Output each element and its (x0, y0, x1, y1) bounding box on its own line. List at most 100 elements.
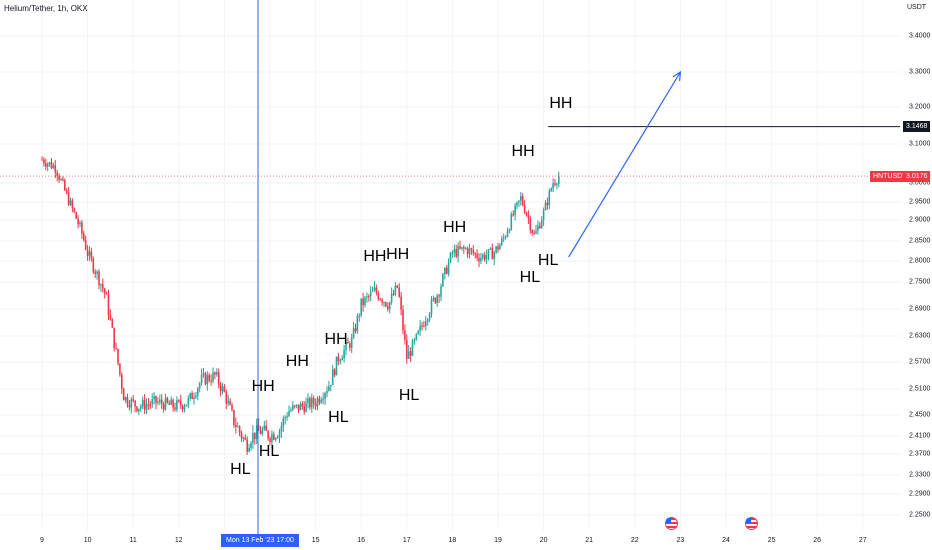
candle-body (366, 296, 368, 298)
candle-body (305, 402, 307, 412)
price-tick-label: 3.3000 (909, 68, 931, 76)
price-tick-label: 2.8500 (909, 237, 931, 245)
us-flag-icon[interactable] (745, 517, 758, 530)
higher-high-label: HH (386, 246, 410, 263)
candle-body (335, 356, 338, 376)
candle-body (531, 230, 533, 233)
candle-body (75, 212, 77, 219)
candle-body (466, 248, 469, 255)
candle-body (269, 438, 271, 442)
candle-body (164, 397, 167, 410)
candle-body (240, 432, 243, 439)
candle-body (271, 434, 273, 442)
candle-body (554, 183, 556, 185)
candle-body (290, 409, 292, 411)
candle-body (212, 372, 214, 382)
candle-body (297, 404, 300, 411)
symbol-name: HNTUSDT (873, 172, 907, 180)
time-tick-label: 25 (767, 537, 776, 544)
candle-body (356, 315, 359, 332)
price-tick-label: 2.9000 (909, 216, 931, 224)
candle-body (535, 230, 537, 234)
candle-body (160, 399, 163, 405)
candle-body (157, 401, 159, 403)
candle-body (58, 175, 60, 180)
candle-body (411, 340, 414, 356)
higher-low-label: HL (519, 268, 541, 286)
time-tick-label: 19 (494, 537, 502, 544)
candle-body (495, 246, 497, 253)
candle-body (347, 342, 349, 344)
candle-body (341, 358, 343, 361)
us-flag-icon[interactable] (665, 517, 678, 530)
candle-body (449, 252, 452, 263)
candle-body (141, 399, 144, 407)
candle-body (242, 437, 245, 439)
candle-body (328, 386, 330, 391)
trend-arrow-head (672, 70, 682, 82)
candle-body (274, 437, 277, 440)
price-tick-label: 2.5700 (909, 358, 931, 366)
price-tick-label: 2.6900 (909, 305, 931, 313)
candle-body (354, 328, 357, 332)
higher-high-label: HH (363, 248, 387, 265)
candle-body (299, 403, 302, 411)
candle-body (96, 271, 98, 274)
candle-body (314, 403, 317, 407)
candle-body (132, 399, 134, 401)
currency-label: USDT (907, 4, 927, 11)
candle-body (514, 205, 516, 216)
candle-body (273, 434, 275, 440)
price-tick-label: 2.2500 (909, 511, 931, 519)
candle-body (404, 330, 406, 340)
candle-body (406, 339, 408, 360)
time-tick-label: 10 (83, 537, 92, 544)
price-tick-label: 2.6300 (909, 332, 931, 340)
time-tick-label: 22 (630, 537, 639, 544)
candle-body (155, 396, 157, 403)
candle-body (398, 287, 400, 297)
candle-body (316, 398, 319, 407)
candle-body (83, 233, 85, 241)
time-tick-label: 21 (585, 537, 594, 544)
candle-body (204, 373, 207, 385)
candle-body (252, 432, 254, 444)
candle-body (174, 407, 176, 410)
candle-body (508, 229, 511, 232)
candle-body (54, 165, 57, 173)
candle-body (88, 251, 91, 256)
candle-body (77, 218, 79, 225)
last-price-value: 3.0176 (906, 172, 928, 180)
candle-body (103, 288, 106, 294)
candle-body (502, 237, 505, 239)
candle-body (267, 430, 269, 439)
candle-body (516, 202, 518, 206)
candle-body (113, 327, 115, 349)
candle-body (56, 172, 58, 176)
candle-body (442, 274, 444, 287)
price-tick-label: 2.4500 (909, 411, 931, 419)
candle-body (362, 298, 364, 306)
candle-body (41, 159, 43, 161)
candle-body (238, 426, 241, 433)
higher-low-label: HL (537, 252, 559, 269)
candle-body (136, 406, 138, 412)
candle-body (520, 196, 522, 201)
candle-body (216, 372, 218, 375)
candle-body (491, 248, 494, 260)
time-tick-label: 23 (676, 537, 685, 544)
candle-body (421, 325, 423, 327)
candle-body (261, 429, 264, 434)
candle-body (417, 330, 419, 334)
candle-body (235, 425, 237, 428)
time-tick-label: 17 (402, 537, 411, 544)
candle-body (512, 214, 514, 216)
candle-body (71, 200, 74, 209)
candle-body (333, 369, 336, 376)
candle-body (493, 252, 495, 260)
candle-body (322, 398, 324, 401)
candle-body (428, 314, 431, 320)
candle-body (67, 192, 70, 205)
candle-body (73, 208, 76, 213)
